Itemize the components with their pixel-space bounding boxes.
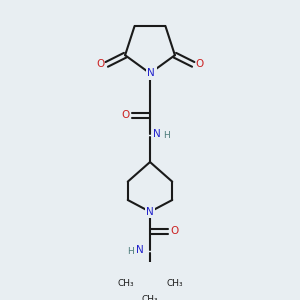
- Text: O: O: [196, 59, 204, 69]
- Text: N: N: [146, 207, 154, 217]
- Text: H: H: [128, 247, 134, 256]
- Text: CH₃: CH₃: [117, 279, 134, 288]
- Text: CH₃: CH₃: [166, 279, 183, 288]
- Text: O: O: [171, 226, 179, 236]
- Text: N: N: [136, 245, 144, 255]
- Text: N: N: [154, 129, 161, 139]
- Text: N: N: [147, 68, 155, 78]
- Text: O: O: [121, 110, 129, 120]
- Text: H: H: [163, 131, 170, 140]
- Text: CH₃: CH₃: [142, 296, 158, 300]
- Text: O: O: [96, 59, 104, 69]
